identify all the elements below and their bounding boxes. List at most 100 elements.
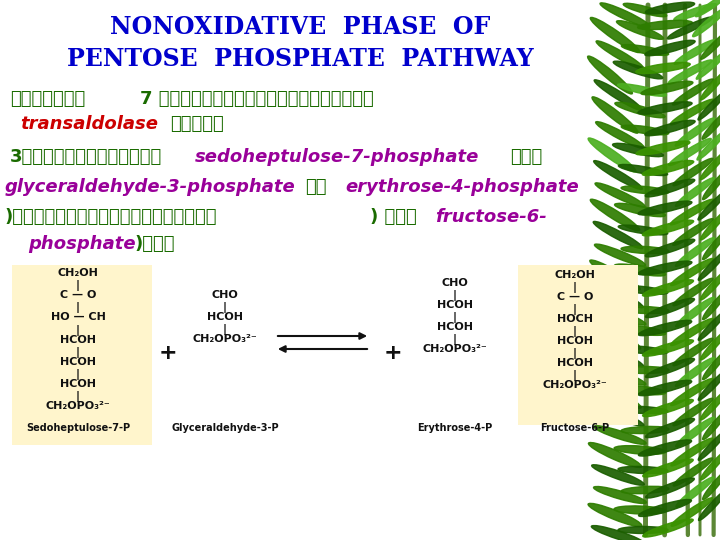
Ellipse shape <box>671 319 714 346</box>
Ellipse shape <box>613 61 662 79</box>
Ellipse shape <box>618 225 667 235</box>
Ellipse shape <box>701 390 720 420</box>
Ellipse shape <box>615 102 665 118</box>
Ellipse shape <box>621 427 669 434</box>
Ellipse shape <box>642 160 694 176</box>
Text: ไปส: ไปส <box>510 148 542 166</box>
Text: )เขา: )เขา <box>135 235 176 253</box>
Ellipse shape <box>671 498 713 526</box>
Ellipse shape <box>673 399 713 426</box>
Text: fructose-6-: fructose-6- <box>435 208 546 226</box>
Ellipse shape <box>588 56 632 94</box>
Text: transaldolase: transaldolase <box>20 115 158 133</box>
Text: PENTOSE  PHOSPHATE  PATHWAY: PENTOSE PHOSPHATE PATHWAY <box>67 47 534 71</box>
Ellipse shape <box>621 306 669 314</box>
Ellipse shape <box>701 330 720 360</box>
Text: +: + <box>158 343 177 363</box>
Text: |: | <box>453 290 457 301</box>
Text: |: | <box>76 369 80 380</box>
Text: CH₂OPO₃²⁻: CH₂OPO₃²⁻ <box>423 344 487 354</box>
Text: |: | <box>573 370 577 381</box>
Ellipse shape <box>593 343 644 367</box>
Text: glyceraldehyde-3-phosphate: glyceraldehyde-3-phosphate <box>5 178 296 196</box>
Text: HCOH: HCOH <box>557 336 593 346</box>
Ellipse shape <box>589 321 641 349</box>
Ellipse shape <box>595 244 646 266</box>
Ellipse shape <box>636 63 690 73</box>
Ellipse shape <box>618 84 667 96</box>
Ellipse shape <box>698 90 720 120</box>
Ellipse shape <box>645 179 695 197</box>
Ellipse shape <box>594 80 642 110</box>
Ellipse shape <box>701 210 720 240</box>
Ellipse shape <box>702 111 720 139</box>
Ellipse shape <box>698 489 720 521</box>
Text: ได: ได <box>305 178 326 196</box>
Ellipse shape <box>618 467 668 474</box>
Ellipse shape <box>645 120 695 136</box>
Ellipse shape <box>696 0 720 17</box>
Ellipse shape <box>621 487 669 494</box>
Ellipse shape <box>675 357 714 387</box>
Ellipse shape <box>616 21 664 39</box>
Ellipse shape <box>621 186 669 194</box>
Ellipse shape <box>618 346 668 354</box>
Text: Fructose-6-P: Fructose-6-P <box>541 423 610 433</box>
Ellipse shape <box>614 385 666 395</box>
Ellipse shape <box>700 150 720 180</box>
Ellipse shape <box>636 141 690 155</box>
Ellipse shape <box>645 2 695 14</box>
Text: |: | <box>573 282 577 293</box>
Ellipse shape <box>639 380 692 396</box>
Text: )สำหรบเขาสปฏกรยาตอไป: )สำหรบเขาสปฏกรยาตอไป <box>5 208 217 226</box>
Ellipse shape <box>701 31 720 59</box>
Text: |: | <box>453 312 457 323</box>
Ellipse shape <box>621 367 669 374</box>
Ellipse shape <box>595 122 644 148</box>
Text: HOCH: HOCH <box>557 314 593 324</box>
Text: |: | <box>223 324 227 335</box>
Text: CH₂OPO₃²⁻: CH₂OPO₃²⁻ <box>543 380 608 390</box>
Text: ) และ: ) และ <box>370 208 417 226</box>
Ellipse shape <box>594 365 646 385</box>
Ellipse shape <box>671 438 713 466</box>
Ellipse shape <box>614 264 665 276</box>
Ellipse shape <box>639 500 691 516</box>
Ellipse shape <box>590 260 640 290</box>
Ellipse shape <box>589 382 641 408</box>
Ellipse shape <box>621 125 669 135</box>
Ellipse shape <box>703 410 720 440</box>
Ellipse shape <box>671 379 714 406</box>
Text: |: | <box>573 304 577 315</box>
Text: |: | <box>76 325 80 336</box>
Text: C — O: C — O <box>60 290 96 300</box>
Ellipse shape <box>698 310 720 340</box>
Ellipse shape <box>591 525 644 540</box>
Text: Sedoheptulose-7-P: Sedoheptulose-7-P <box>26 423 130 433</box>
Ellipse shape <box>614 446 666 454</box>
Ellipse shape <box>675 238 714 266</box>
Ellipse shape <box>618 286 668 294</box>
Ellipse shape <box>673 338 713 366</box>
Ellipse shape <box>697 130 720 160</box>
Ellipse shape <box>673 278 713 306</box>
Ellipse shape <box>639 440 692 456</box>
Text: HCOH: HCOH <box>557 358 593 368</box>
Ellipse shape <box>693 8 720 37</box>
Text: C — O: C — O <box>557 292 593 302</box>
Text: |: | <box>76 391 80 402</box>
Ellipse shape <box>674 4 716 21</box>
Text: CH₂OH: CH₂OH <box>58 268 99 278</box>
Ellipse shape <box>593 282 643 308</box>
Ellipse shape <box>621 246 669 254</box>
Ellipse shape <box>600 3 650 27</box>
Ellipse shape <box>642 340 693 356</box>
Text: |: | <box>453 334 457 345</box>
Text: +: + <box>384 343 402 363</box>
Ellipse shape <box>642 280 693 296</box>
Ellipse shape <box>588 503 642 526</box>
Ellipse shape <box>703 350 720 380</box>
Ellipse shape <box>646 298 695 318</box>
Ellipse shape <box>667 17 713 39</box>
Ellipse shape <box>675 298 714 327</box>
